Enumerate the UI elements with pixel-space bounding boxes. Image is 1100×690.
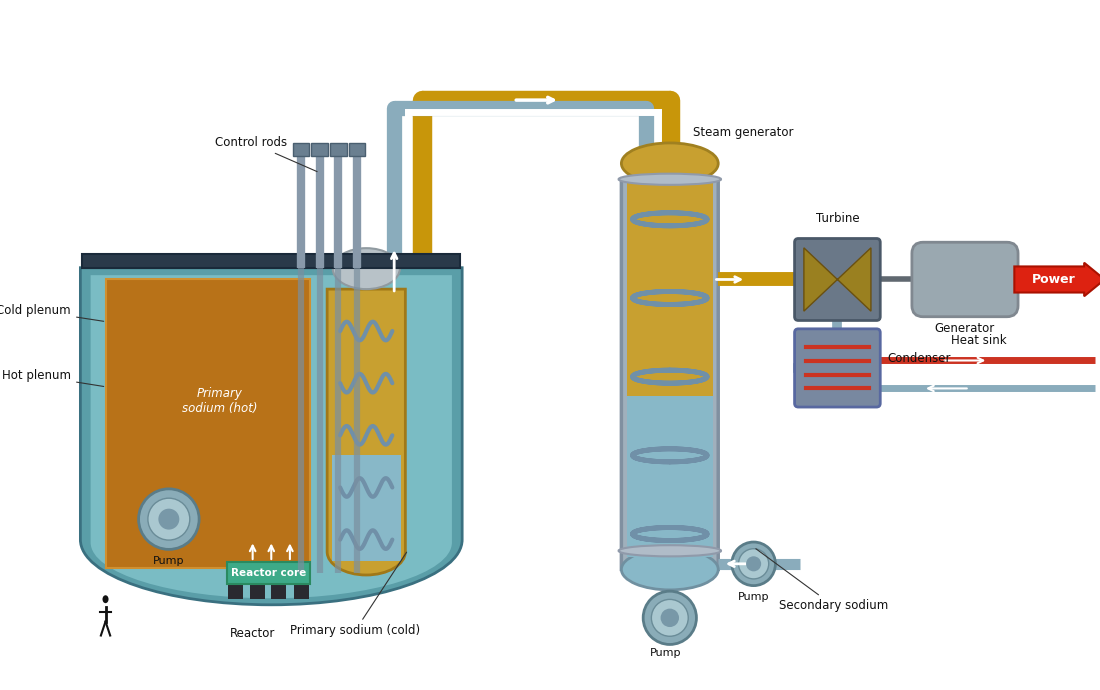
Polygon shape [107, 279, 310, 569]
Ellipse shape [332, 248, 399, 289]
Text: Turbine: Turbine [815, 213, 859, 226]
Ellipse shape [158, 509, 179, 530]
Polygon shape [272, 584, 286, 599]
Text: Generator: Generator [935, 322, 996, 335]
Text: Steam generator: Steam generator [693, 126, 793, 139]
Ellipse shape [732, 542, 775, 586]
Text: Primary sodium (cold): Primary sodium (cold) [290, 552, 420, 638]
Text: Control rods: Control rods [216, 137, 317, 172]
Polygon shape [330, 143, 346, 156]
Ellipse shape [661, 609, 679, 627]
Polygon shape [627, 179, 713, 396]
Ellipse shape [651, 600, 689, 636]
Ellipse shape [618, 174, 720, 185]
Polygon shape [349, 143, 365, 156]
Text: Secondary sodium: Secondary sodium [756, 549, 888, 612]
Ellipse shape [644, 591, 696, 644]
Ellipse shape [147, 498, 190, 540]
Polygon shape [627, 396, 713, 558]
Ellipse shape [139, 489, 199, 549]
Polygon shape [294, 584, 308, 599]
Polygon shape [293, 143, 309, 156]
PathPatch shape [90, 275, 452, 598]
PathPatch shape [80, 268, 462, 605]
FancyBboxPatch shape [794, 239, 880, 320]
Text: Primary
sodium (hot): Primary sodium (hot) [183, 387, 257, 415]
Polygon shape [227, 562, 310, 584]
Text: Heat sink: Heat sink [952, 333, 1006, 346]
FancyBboxPatch shape [621, 179, 718, 569]
FancyArrow shape [1014, 263, 1100, 296]
FancyBboxPatch shape [912, 242, 1019, 317]
Text: Pump: Pump [649, 648, 681, 658]
Text: Reactor core: Reactor core [231, 568, 306, 578]
Polygon shape [229, 584, 243, 599]
Text: Condenser: Condenser [888, 352, 952, 365]
Ellipse shape [621, 143, 718, 184]
Ellipse shape [738, 549, 769, 579]
Text: Hot plenum: Hot plenum [2, 369, 103, 386]
FancyBboxPatch shape [794, 329, 880, 407]
Text: Power: Power [1032, 273, 1076, 286]
Ellipse shape [621, 549, 718, 590]
Text: Pump: Pump [153, 556, 185, 566]
Text: Cold plenum: Cold plenum [0, 304, 103, 322]
Polygon shape [250, 584, 265, 599]
Polygon shape [804, 248, 871, 311]
PathPatch shape [327, 289, 406, 575]
Text: Reactor: Reactor [230, 627, 275, 640]
Ellipse shape [102, 595, 109, 603]
Ellipse shape [746, 556, 761, 571]
Polygon shape [311, 143, 328, 156]
Ellipse shape [618, 545, 720, 556]
Polygon shape [332, 455, 400, 561]
Text: Pump: Pump [738, 592, 769, 602]
Polygon shape [82, 254, 460, 268]
